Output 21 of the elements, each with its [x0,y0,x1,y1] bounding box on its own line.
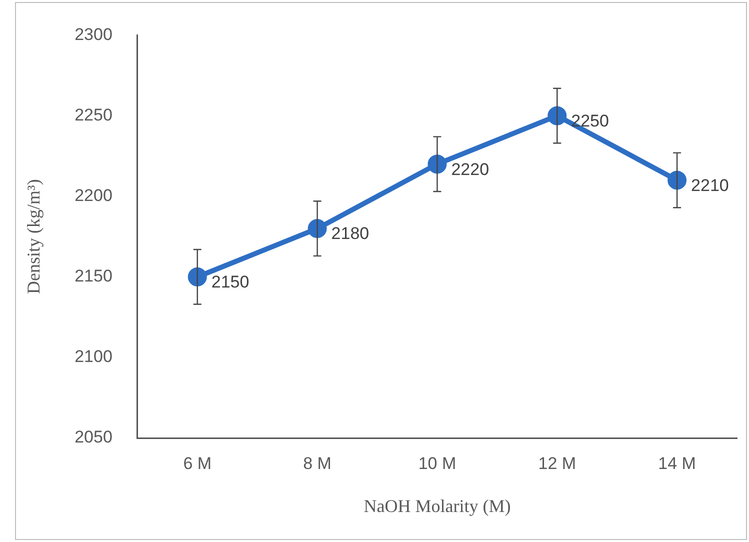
point [668,170,687,190]
x-tick-label: 14 M [658,454,696,473]
y-tick-label: 2300 [74,24,112,44]
x-tick-label: 6 M [183,454,212,473]
y-tick-label: 2150 [74,266,112,286]
x-tick-label: 10 M [418,454,456,473]
x-axis-title: NaOH Molarity (M) [364,496,511,516]
y-tick-label: 2100 [74,347,112,366]
point [188,267,207,286]
point [548,106,567,126]
x-tick-label: 8 M [303,454,332,473]
data-label: 2210 [691,176,729,195]
data-label: 2180 [331,224,370,244]
y-tick-label: 2250 [74,105,112,124]
data-label: 2220 [451,160,490,179]
y-axis-title: Density (kg/m³) [24,179,44,294]
y-tick-label: 2050 [74,428,112,447]
y-tick-label: 2200 [74,186,112,206]
x-tick-label: 12 M [538,454,576,473]
data-label: 2150 [211,272,250,292]
data-label: 2250 [571,111,609,130]
